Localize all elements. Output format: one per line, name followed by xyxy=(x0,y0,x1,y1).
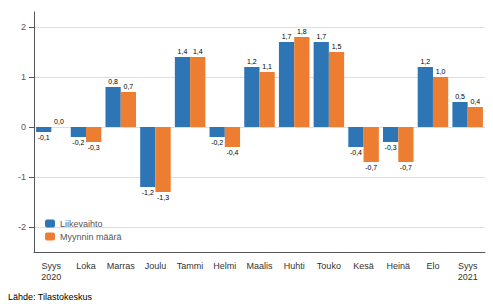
svg-text:-1,2: -1,2 xyxy=(142,189,154,196)
svg-text:Lähde: Tilastokeskus: Lähde: Tilastokeskus xyxy=(8,292,93,302)
svg-text:Huhti: Huhti xyxy=(284,261,305,271)
svg-text:Helmi: Helmi xyxy=(213,261,236,271)
svg-text:-0,4: -0,4 xyxy=(350,149,362,156)
svg-text:-0,4: -0,4 xyxy=(226,149,238,156)
svg-text:Syys: Syys xyxy=(42,261,62,271)
svg-text:Marras: Marras xyxy=(107,261,136,271)
svg-text:0,7: 0,7 xyxy=(123,83,133,90)
svg-text:0,4: 0,4 xyxy=(470,98,480,105)
svg-text:-0,1: -0,1 xyxy=(38,134,50,141)
svg-text:Liikevaihto: Liikevaihto xyxy=(60,219,103,229)
svg-text:Touko: Touko xyxy=(317,261,341,271)
svg-text:-1,3: -1,3 xyxy=(157,194,169,201)
svg-text:-2: -2 xyxy=(18,222,26,232)
svg-text:1,7: 1,7 xyxy=(316,33,326,40)
svg-text:Heinä: Heinä xyxy=(387,261,411,271)
svg-text:Elo: Elo xyxy=(426,261,439,271)
svg-text:Joulu: Joulu xyxy=(145,261,167,271)
svg-text:Syys: Syys xyxy=(458,261,478,271)
svg-text:-0,7: -0,7 xyxy=(365,164,377,171)
svg-text:0,5: 0,5 xyxy=(455,93,465,100)
svg-text:0: 0 xyxy=(21,122,26,132)
svg-text:-0,3: -0,3 xyxy=(385,144,397,151)
svg-text:2020: 2020 xyxy=(41,272,61,282)
svg-text:1,8: 1,8 xyxy=(297,28,307,35)
svg-text:-0,2: -0,2 xyxy=(211,139,223,146)
svg-text:Loka: Loka xyxy=(76,261,96,271)
svg-text:1,1: 1,1 xyxy=(262,63,272,70)
svg-text:Tammi: Tammi xyxy=(177,261,204,271)
svg-text:1,4: 1,4 xyxy=(178,48,188,55)
svg-text:-1: -1 xyxy=(18,172,26,182)
svg-text:1,5: 1,5 xyxy=(332,43,342,50)
svg-text:0,8: 0,8 xyxy=(108,78,118,85)
svg-text:1: 1 xyxy=(21,72,26,82)
svg-text:2021: 2021 xyxy=(458,272,478,282)
svg-text:-0,2: -0,2 xyxy=(72,139,84,146)
svg-text:Myynnin määrä: Myynnin määrä xyxy=(60,232,122,242)
svg-text:1,2: 1,2 xyxy=(247,58,257,65)
svg-text:0,0: 0,0 xyxy=(54,118,64,125)
svg-text:1,4: 1,4 xyxy=(193,48,203,55)
svg-text:2: 2 xyxy=(21,22,26,32)
svg-text:1,2: 1,2 xyxy=(420,58,430,65)
svg-text:-0,7: -0,7 xyxy=(400,164,412,171)
svg-text:1,0: 1,0 xyxy=(436,68,446,75)
svg-text:1,7: 1,7 xyxy=(282,33,292,40)
svg-text:Kesä: Kesä xyxy=(353,261,374,271)
svg-text:Maalis: Maalis xyxy=(246,261,273,271)
svg-text:-0,3: -0,3 xyxy=(88,144,100,151)
